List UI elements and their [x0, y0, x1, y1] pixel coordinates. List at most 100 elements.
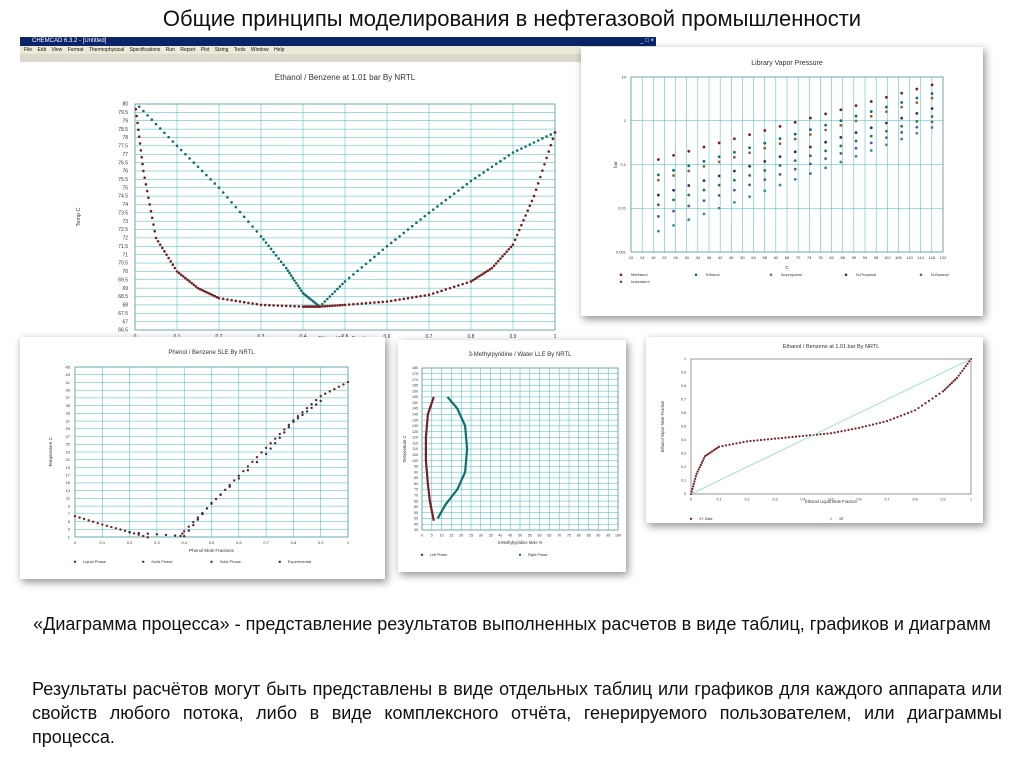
data-point [123, 529, 127, 533]
data-point [885, 95, 888, 99]
data-point [656, 193, 660, 197]
slide-title: Общие принципы моделирования в нефтегазо… [162, 6, 862, 31]
data-point [341, 303, 344, 307]
data-point [869, 134, 873, 138]
data-point [488, 268, 492, 271]
data-point [147, 196, 150, 200]
data-point [398, 234, 401, 238]
data-point [672, 168, 675, 172]
data-point [672, 198, 675, 202]
data-point [452, 285, 456, 289]
data-point [286, 269, 290, 272]
x-tick-label: 0.8 [291, 540, 297, 545]
y-tick-label: 40 [414, 528, 418, 532]
data-point [854, 154, 858, 158]
legend-label: N-Butanol [931, 272, 949, 277]
data-point [696, 470, 699, 473]
data-point [778, 124, 782, 128]
data-point [415, 221, 418, 225]
menu-plot[interactable]: Plot [200, 47, 210, 53]
data-point [269, 442, 272, 445]
data-point [465, 281, 469, 285]
menu-edit[interactable]: Edit [37, 47, 47, 53]
data-point [524, 145, 527, 148]
data-point [276, 304, 280, 307]
data-point [819, 433, 822, 436]
menu-report[interactable]: Report [180, 47, 196, 53]
data-point [246, 465, 250, 468]
data-point [885, 105, 888, 109]
legend-marker [919, 273, 923, 277]
data-point [377, 252, 380, 255]
menu-specifications[interactable]: Specifications [129, 47, 161, 53]
x-tick-label: 0 [74, 540, 77, 545]
data-point [732, 169, 736, 173]
data-point [144, 183, 148, 186]
data-point [885, 129, 888, 133]
data-point [549, 143, 553, 147]
data-point [511, 243, 515, 246]
y-tick-label: 19 [66, 465, 71, 470]
data-point [205, 173, 208, 177]
y-tick-label: 79.5 [118, 110, 128, 116]
data-point [217, 296, 221, 300]
data-point [173, 266, 177, 270]
x-tick-label: 18 [651, 255, 656, 260]
data-point [705, 453, 708, 457]
data-point [869, 114, 873, 118]
y-tick-label: 39 [66, 388, 71, 393]
data-point [331, 304, 334, 308]
data-point [763, 146, 767, 150]
x-tick-label: 0.3 [154, 540, 160, 545]
menu-view[interactable]: View [51, 47, 63, 53]
y-tick-label: 29 [66, 426, 71, 431]
data-point [702, 165, 706, 168]
menu-window[interactable]: Window [250, 47, 269, 53]
menu-file[interactable]: File [24, 47, 33, 53]
y-tick-label: 72.5 [118, 227, 128, 233]
menu-format[interactable]: Format [67, 47, 84, 53]
data-point [763, 129, 767, 132]
x-tick-label: 110 [906, 255, 913, 260]
menu-help[interactable]: Help [274, 47, 285, 53]
data-point [520, 223, 523, 227]
data-point [728, 443, 731, 446]
x-tick-label: 58 [762, 255, 767, 260]
data-point [930, 115, 934, 118]
data-point [210, 501, 213, 505]
data-point [927, 399, 931, 402]
x-tick-label: 20 [459, 534, 463, 538]
data-point [207, 291, 210, 295]
data-point [233, 479, 236, 482]
data-point [205, 290, 208, 294]
window-controls[interactable]: _ □ × [640, 38, 654, 44]
y-axis-label: Ethanol Vapor Mole Fraction [660, 400, 665, 452]
y-tick-label: 140 [412, 412, 418, 416]
x-tick-label: 90 [596, 534, 600, 538]
data-point [954, 378, 957, 381]
data-point [283, 431, 286, 434]
y-tick-label: 0.001 [616, 249, 627, 254]
data-point [899, 414, 903, 417]
menu-run[interactable]: Run [165, 47, 175, 53]
data-point [269, 247, 273, 251]
data-point [255, 230, 259, 233]
data-point [352, 273, 355, 276]
y-tick-label: 175 [412, 372, 418, 376]
y-tick-label: 0.5 [681, 425, 686, 429]
data-point [896, 415, 899, 419]
data-point [187, 525, 190, 528]
data-point [251, 225, 254, 228]
data-point [759, 438, 763, 442]
y-tick-label: 70 [414, 493, 418, 497]
data-point [478, 174, 481, 177]
data-point [188, 280, 191, 283]
menu-thermophysical[interactable]: Thermophysical [88, 47, 125, 53]
data-point [702, 188, 706, 192]
series-line-45 [690, 358, 972, 495]
menu-tools[interactable]: Tools [233, 47, 246, 53]
menu-sizing[interactable]: Sizing [214, 47, 229, 53]
data-point [150, 216, 154, 220]
data-point [105, 524, 109, 527]
data-point [110, 525, 113, 529]
